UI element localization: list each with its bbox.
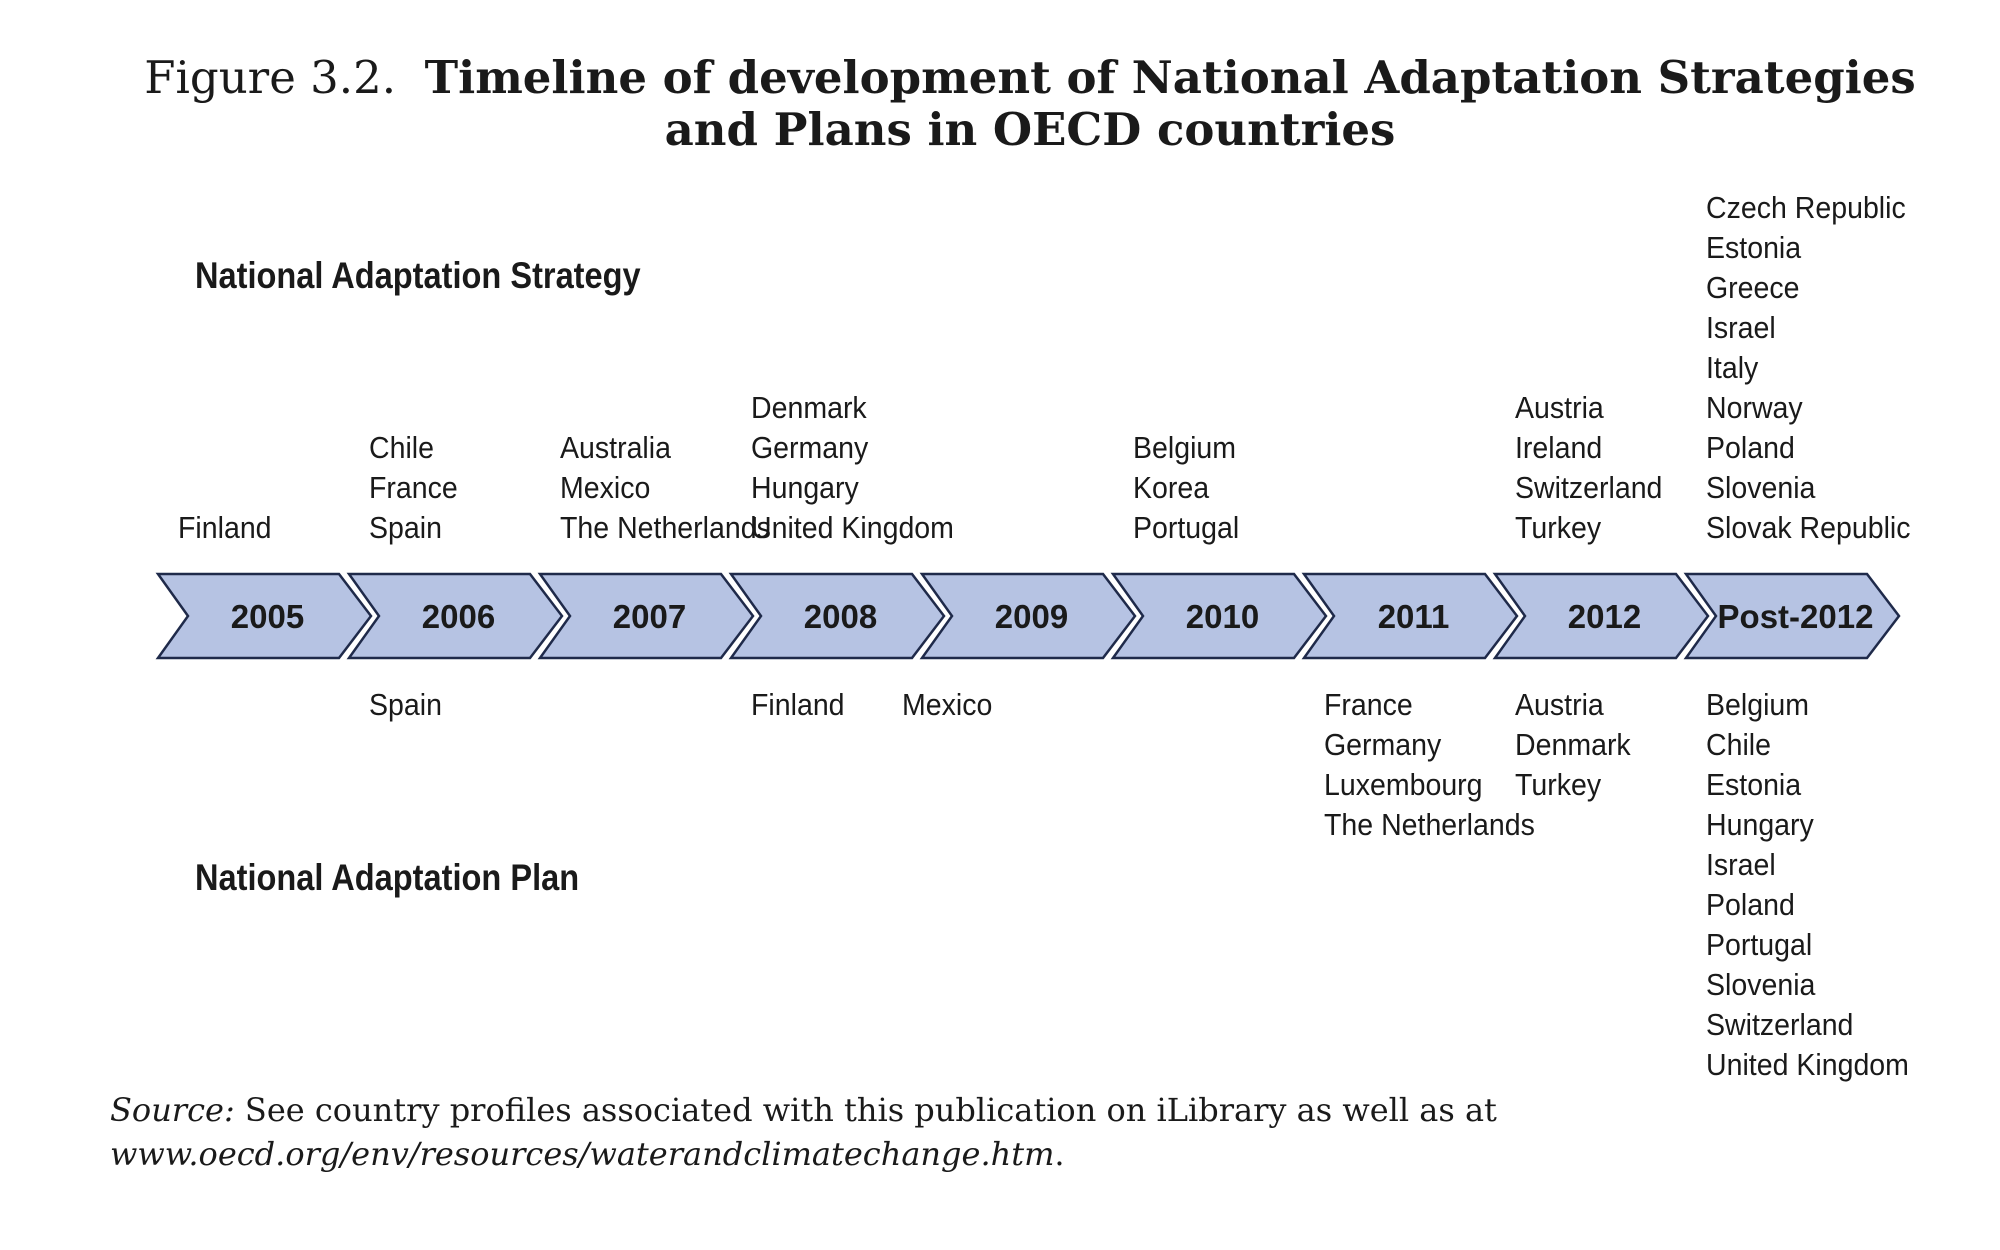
strategy-country: Hungary: [751, 470, 859, 505]
strategy-country: Mexico: [560, 470, 651, 505]
strategy-country: Chile: [369, 430, 435, 465]
strategy-country: Australia: [560, 430, 671, 465]
strategy-country: Italy: [1706, 350, 1759, 385]
strategy-country: Belgium: [1133, 430, 1237, 465]
strategy-country: Greece: [1706, 270, 1800, 305]
strategy-country-group: Czech Republic Estonia Greece Israel Italy No…: [1706, 188, 1911, 548]
strategy-country-group: Austria Ireland Switzerland Turkey: [1515, 388, 1662, 548]
timeline-year-label: 2011: [1378, 598, 1450, 635]
strategy-country-group: Chile France Spain: [369, 428, 458, 548]
strategy-country: Denmark: [751, 390, 867, 425]
strategy-country-group: Australia Mexico The Netherlands: [560, 428, 771, 548]
plan-country-group: Finland: [751, 685, 845, 725]
strategy-country: Israel: [1706, 310, 1776, 345]
plan-country: France: [1324, 687, 1413, 722]
plan-country: Slovenia: [1706, 967, 1816, 1002]
plan-country-group: France Germany Luxembourg The Netherlands: [1324, 685, 1535, 845]
strategy-country: Czech Republic: [1706, 190, 1906, 225]
timeline-year-label: 2005: [231, 598, 304, 635]
timeline-chevron: [155, 572, 373, 660]
figure-title: Figure 3.2. Timeline of development of N…: [0, 52, 2000, 156]
plan-country: Turkey: [1515, 767, 1602, 802]
strategy-country: Turkey: [1515, 510, 1602, 545]
plan-country-group: Mexico: [902, 685, 992, 725]
timeline-chevron: [1110, 572, 1328, 660]
plan-country: Spain: [369, 687, 442, 722]
plan-country: Belgium: [1706, 687, 1810, 722]
strategy-country: Estonia: [1706, 230, 1802, 265]
plan-country: Portugal: [1706, 927, 1813, 962]
plan-country: Austria: [1515, 687, 1604, 722]
strategy-country: Norway: [1706, 390, 1803, 425]
timeline-year-label: 2007: [613, 598, 686, 635]
plan-country-group: Austria Denmark Turkey: [1515, 685, 1631, 805]
plan-country: Hungary: [1706, 807, 1814, 842]
plan-country: Germany: [1324, 727, 1442, 762]
plan-country: Estonia: [1706, 767, 1802, 802]
timeline-year-label: 2008: [804, 598, 877, 635]
timeline-year-label: 2009: [995, 598, 1068, 635]
strategy-country: Poland: [1706, 430, 1795, 465]
title-line-2: and Plans in OECD countries: [664, 103, 1396, 156]
plan-country: United Kingdom: [1706, 1047, 1909, 1082]
strategy-section-label: National Adaptation Strategy: [195, 255, 641, 296]
timeline-chevron: [1683, 572, 1901, 660]
figure-number: Figure 3.2.: [144, 51, 396, 104]
plan-country: Poland: [1706, 887, 1795, 922]
plan-country: Chile: [1706, 727, 1772, 762]
timeline-year-label: 2006: [422, 598, 495, 635]
plan-country: Israel: [1706, 847, 1776, 882]
strategy-country-group: Finland: [178, 508, 272, 548]
strategy-country-group: Belgium Korea Portugal: [1133, 428, 1239, 548]
plan-section-label: National Adaptation Plan: [195, 857, 580, 898]
plan-country: Finland: [751, 687, 845, 722]
plan-country: Luxembourg: [1324, 767, 1483, 802]
strategy-country: Ireland: [1515, 430, 1603, 465]
source-text: See country profiles associated with thi…: [234, 1091, 1497, 1129]
strategy-country: Germany: [751, 430, 869, 465]
timeline-chevron: [1301, 572, 1519, 660]
strategy-country: Slovenia: [1706, 470, 1816, 505]
strategy-country: Switzerland: [1515, 470, 1663, 505]
timeline-chevron: [1492, 572, 1710, 660]
plan-country-group: Spain: [369, 685, 442, 725]
strategy-country: Slovak Republic: [1706, 510, 1911, 545]
plan-country: The Netherlands: [1324, 807, 1535, 842]
strategy-country: Korea: [1133, 470, 1210, 505]
timeline-chevron: [728, 572, 946, 660]
timeline-chevron: [919, 572, 1137, 660]
plan-country: Mexico: [902, 687, 993, 722]
timeline-year-label: 2010: [1186, 598, 1259, 635]
timeline-year-label: 2012: [1568, 598, 1641, 635]
title-text-1: Timeline of development of National Adap…: [424, 51, 1916, 104]
plan-country: Switzerland: [1706, 1007, 1854, 1042]
source-label: Source:: [110, 1091, 235, 1129]
strategy-country: Finland: [178, 510, 272, 545]
source-url[interactable]: www.oecd.org/env/resources/waterandclima…: [110, 1135, 1055, 1173]
strategy-country: Spain: [369, 510, 442, 545]
strategy-country-group: Denmark Germany Hungary United Kingdom: [751, 388, 954, 548]
timeline-chevron: [537, 572, 755, 660]
timeline-chevron: [346, 572, 564, 660]
title-line-1: Figure 3.2. Timeline of development of N…: [0, 52, 2000, 104]
source-note: Source: See country profiles associated …: [110, 1088, 1980, 1176]
strategy-country: France: [369, 470, 458, 505]
plan-country-group: Belgium Chile Estonia Hungary Israel Poland Po…: [1706, 685, 1909, 1085]
strategy-country: The Netherlands: [560, 510, 771, 545]
source-end: .: [1054, 1135, 1065, 1173]
strategy-country: Portugal: [1133, 510, 1240, 545]
strategy-country: Austria: [1515, 390, 1604, 425]
strategy-country: United Kingdom: [751, 510, 954, 545]
timeline-year-label: Post-2012: [1718, 598, 1874, 635]
plan-country: Denmark: [1515, 727, 1631, 762]
